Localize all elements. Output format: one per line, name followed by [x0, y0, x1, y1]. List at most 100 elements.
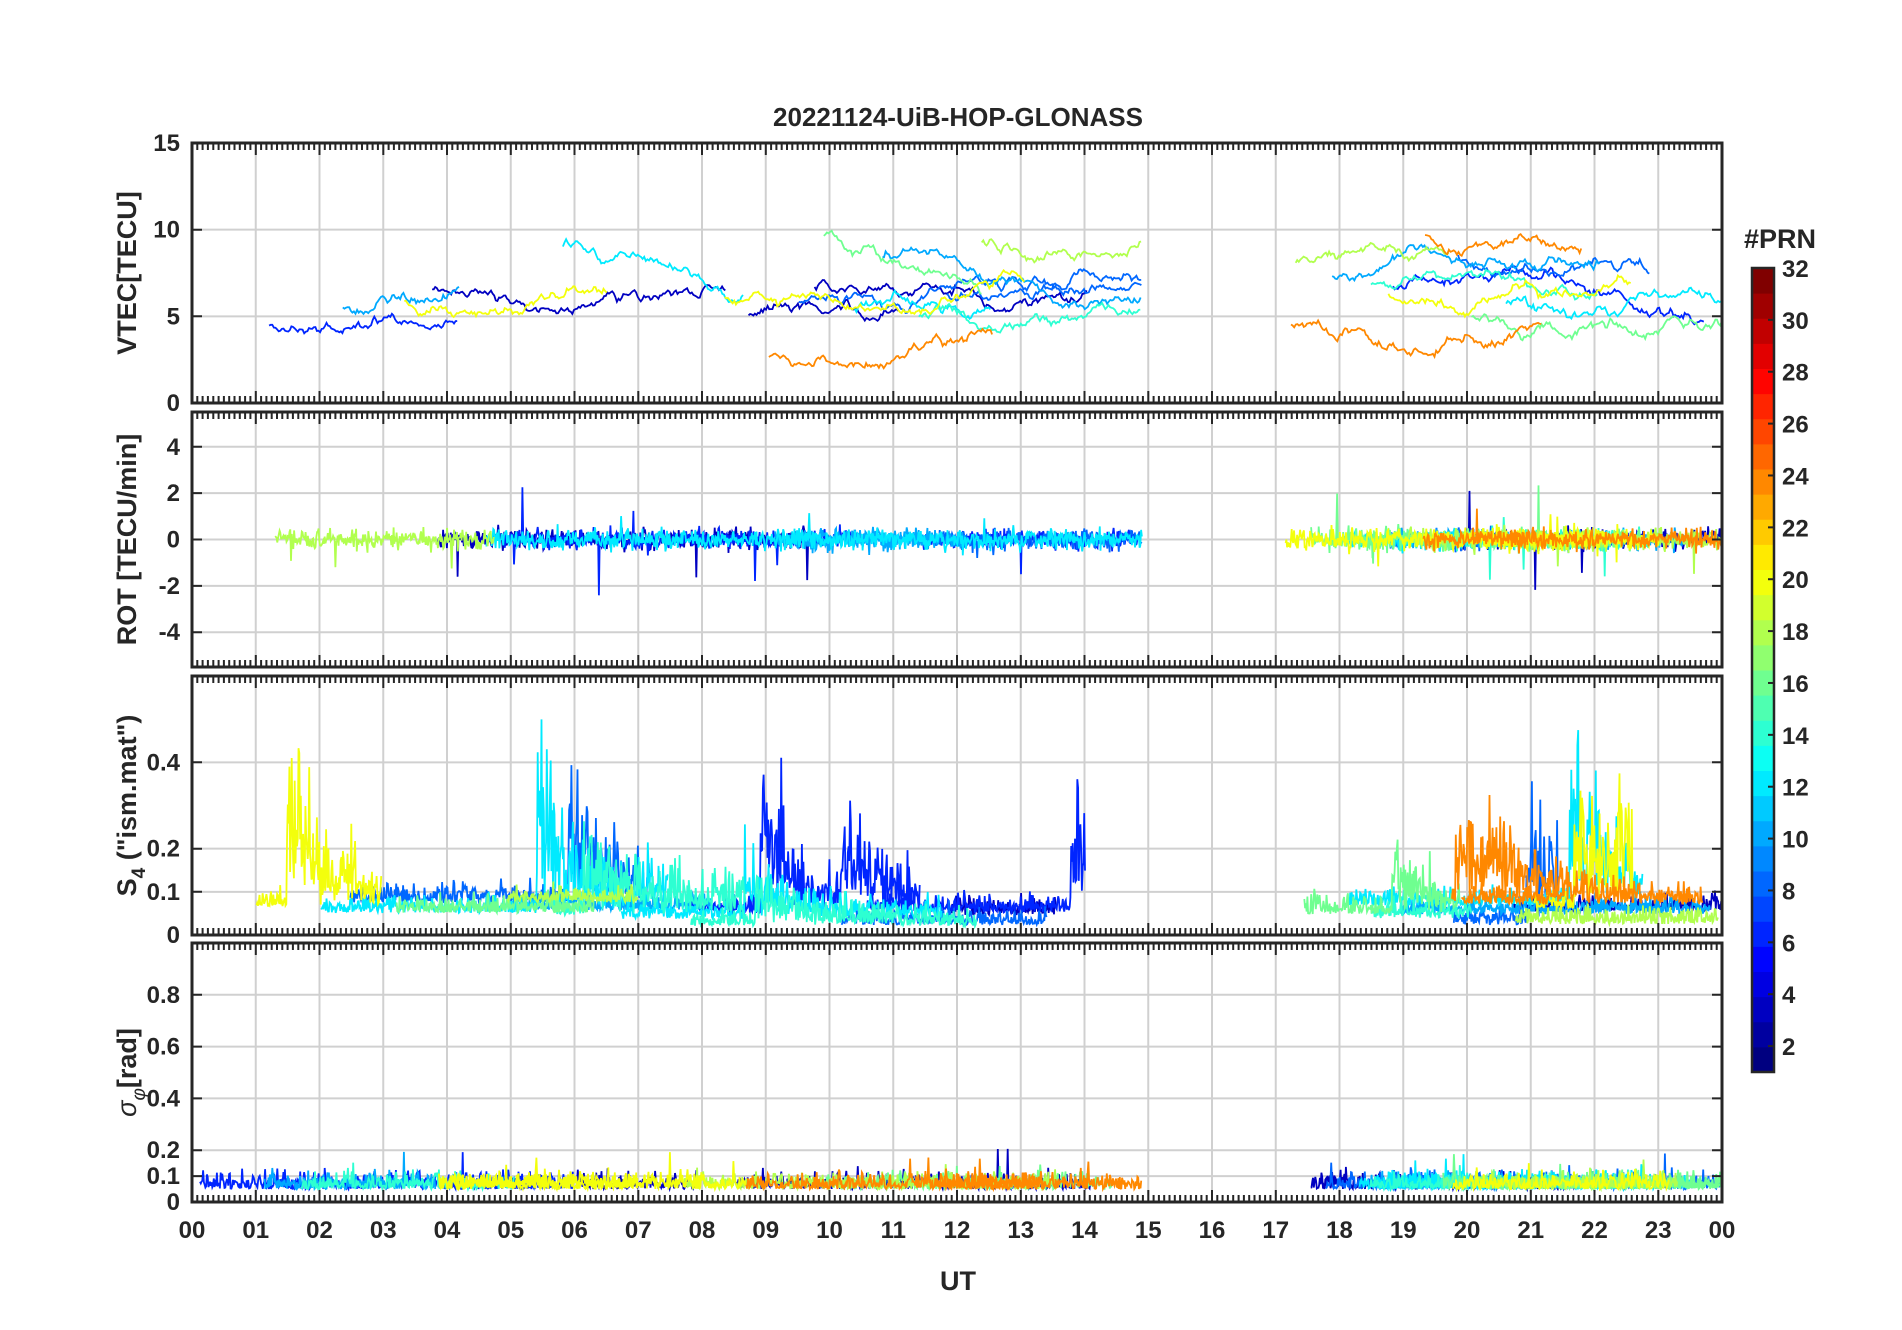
- x-tick-label: 23: [1645, 1217, 1672, 1244]
- colorbar-band: [1752, 519, 1774, 545]
- colorbar-band: [1752, 569, 1774, 596]
- series-line-prn-18: [1294, 241, 1450, 264]
- colorbar-band: [1752, 393, 1774, 420]
- series-line-prn-12: [854, 288, 992, 320]
- series-line-prn-20: [255, 748, 383, 909]
- colorbar-band: [1752, 469, 1774, 495]
- colorbar-band: [1752, 594, 1774, 621]
- panel-rot: -4 -2 0 2 4 ROT [TECU/min]: [112, 410, 1724, 669]
- x-tick-label: 13: [1007, 1217, 1034, 1244]
- y-tick-label-vtec: 15: [153, 130, 180, 157]
- series-line-prn-6: [1392, 264, 1705, 326]
- colorbar-tick-label: 28: [1782, 360, 1809, 387]
- y-axis-label-rot: ROT [TECU/min]: [112, 434, 142, 645]
- colorbar-frame: [1750, 266, 1776, 1074]
- y-axis-label-vtec: VTEC[TECU]: [112, 191, 142, 355]
- y-tick-label-s4: 0.4: [147, 749, 181, 776]
- series-line-prn-16: [395, 888, 595, 916]
- colorbar-band: [1752, 418, 1774, 445]
- colorbar-band: [1752, 996, 1774, 1023]
- colorbar-band: [1752, 896, 1774, 922]
- y-tick-label-sigma: 0.2: [147, 1137, 180, 1164]
- series-line-prn-12: [780, 518, 1143, 556]
- series-line-prn-20: [1533, 773, 1634, 910]
- x-tick-label: 18: [1326, 1217, 1353, 1244]
- colorbar-tick-label: 22: [1782, 515, 1809, 542]
- x-tick-label: 19: [1390, 1217, 1417, 1244]
- colorbar-tick-label: 26: [1782, 412, 1809, 439]
- axis-ticks-sigma: [191, 943, 1723, 1203]
- series-line-prn-18: [274, 526, 495, 569]
- series-line-prn-18: [1515, 903, 1719, 928]
- x-tick-label: 10: [816, 1217, 843, 1244]
- colorbar-band: [1752, 318, 1774, 344]
- series-line-prn-16: [1303, 839, 1461, 916]
- colorbar-band: [1752, 695, 1774, 721]
- colorbar-band: [1752, 644, 1774, 671]
- series-line-prn-18: [1471, 1159, 1679, 1193]
- y-tick-label-sigma: 0.8: [147, 982, 180, 1009]
- colorbar-tick-label: 20: [1782, 567, 1809, 594]
- series-line-prn-18: [980, 238, 1142, 264]
- colorbar-tick-label: 18: [1782, 619, 1809, 646]
- series-line-prn-14: [1370, 268, 1598, 301]
- panel-vtec: 0 5 10 15 VTEC[TECU]: [112, 130, 1724, 417]
- series-rot: [274, 485, 1722, 596]
- series-line-prn-12: [562, 237, 744, 304]
- x-axis-label: UT: [940, 1266, 976, 1296]
- series-line-prn-14: [918, 301, 1141, 334]
- axis-ticks-s4: [191, 676, 1723, 936]
- y-tick-label-rot: 0: [167, 527, 180, 554]
- series-vtec: [268, 229, 1722, 370]
- colorbar-tick-label: 8: [1782, 878, 1795, 905]
- colorbar-tick-label: 12: [1782, 775, 1809, 802]
- colorbar-tick-label: 6: [1782, 930, 1795, 957]
- series-line-prn-14: [1370, 895, 1473, 920]
- x-tick-label: 14: [1071, 1217, 1098, 1244]
- x-tick-label: 21: [1517, 1217, 1544, 1244]
- y-tick-label-rot: 4: [167, 434, 181, 461]
- colorbar-band: [1752, 544, 1774, 570]
- colorbar-band: [1752, 745, 1774, 771]
- series-line-prn-10: [882, 246, 1142, 311]
- colorbar-tick-label: 14: [1782, 723, 1809, 750]
- y-tick-label-sigma: 0.6: [147, 1034, 180, 1061]
- series-line-prn-24: [1290, 318, 1542, 360]
- colorbar-band: [1752, 971, 1774, 998]
- y-tick-label-sigma: 0.1: [147, 1163, 180, 1190]
- series-line-prn-16: [1471, 313, 1722, 342]
- x-tick-label: 12: [944, 1217, 971, 1244]
- series-line-prn-3: [813, 279, 1088, 313]
- colorbar-tick-label: 10: [1782, 827, 1809, 854]
- series-line-prn-3: [432, 284, 726, 316]
- x-tick-label: 03: [370, 1217, 397, 1244]
- series-line-prn-12: [1505, 286, 1722, 321]
- colorbar-label: #PRN: [1744, 224, 1816, 254]
- y-tick-label-rot: -4: [159, 619, 181, 646]
- series-line-prn-24: [1422, 508, 1529, 554]
- x-tick-label: 00: [1709, 1217, 1736, 1244]
- series-line-prn-24: [1424, 233, 1583, 258]
- colorbar-band: [1752, 820, 1774, 847]
- series-line-prn-6: [268, 312, 458, 335]
- x-tick-label: 05: [497, 1217, 524, 1244]
- x-tick-label: 04: [434, 1217, 461, 1244]
- series-line-prn-24: [1510, 526, 1722, 554]
- series-line-prn-6: [865, 779, 1086, 916]
- colorbar-band: [1752, 443, 1774, 470]
- x-tick-label: 07: [625, 1217, 652, 1244]
- y-axis-label-s4: S4 ("ism.mat"): [112, 715, 150, 897]
- x-tick-label: 20: [1454, 1217, 1481, 1244]
- x-tick-label: 22: [1581, 1217, 1608, 1244]
- colorbar-band: [1752, 946, 1774, 972]
- series-line-prn-20: [1387, 273, 1632, 319]
- colorbar-band: [1752, 293, 1774, 319]
- colorbar-band: [1752, 368, 1774, 395]
- y-tick-label-sigma: 0.4: [147, 1085, 181, 1112]
- axis-ticks-rot: [191, 412, 1723, 667]
- x-tick-label: 17: [1262, 1217, 1289, 1244]
- colorbar-band: [1752, 1021, 1774, 1048]
- series-sigma: [199, 1148, 1722, 1193]
- colorbar-band: [1752, 494, 1774, 520]
